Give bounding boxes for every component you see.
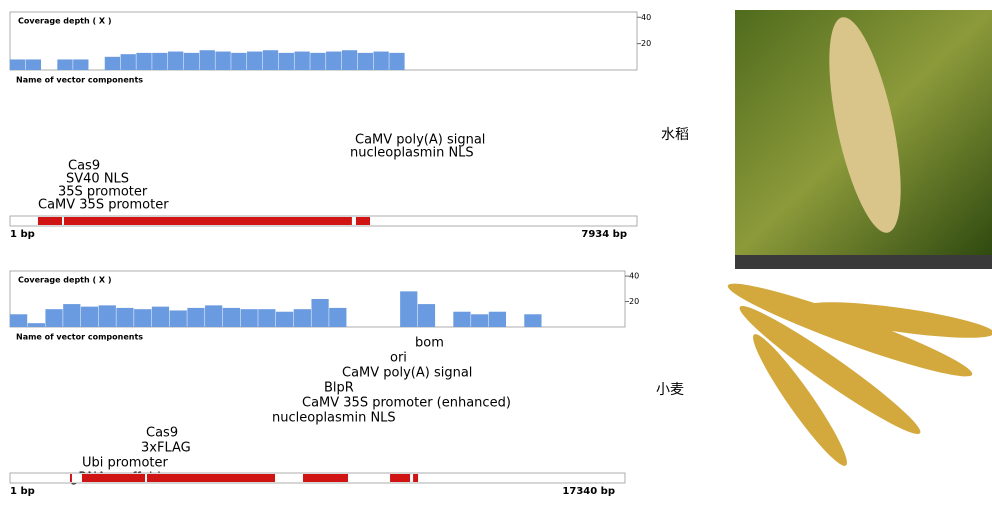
coverage-bar bbox=[247, 51, 263, 70]
map-segment bbox=[37, 217, 63, 225]
map-segment bbox=[390, 474, 411, 482]
component-label: Cas9 bbox=[146, 426, 178, 441]
component-label: CaMV poly(A) signal bbox=[355, 133, 485, 148]
y-tick-label: 40 bbox=[641, 13, 651, 22]
component-label: 35S promoter bbox=[58, 185, 148, 200]
map-end-label: 7934 bp bbox=[581, 229, 627, 240]
coverage-bar bbox=[45, 309, 63, 327]
coverage-bar bbox=[25, 59, 42, 70]
coverage-bar bbox=[187, 307, 205, 327]
coverage-title: Coverage depth ( X ) bbox=[18, 276, 112, 285]
map-start-label: 1 bp bbox=[10, 229, 35, 240]
coverage-bar bbox=[73, 59, 89, 70]
coverage-bar bbox=[167, 51, 184, 70]
coverage-bar bbox=[231, 52, 247, 70]
coverage-bar bbox=[488, 311, 507, 327]
coverage-bar bbox=[57, 59, 73, 70]
coverage-bar bbox=[258, 309, 276, 327]
component-label: bom bbox=[415, 336, 444, 351]
coverage-bar bbox=[205, 305, 223, 327]
component-label: ori bbox=[390, 351, 407, 366]
coverage-bar bbox=[311, 299, 329, 327]
coverage-bar bbox=[27, 323, 45, 327]
coverage-bar bbox=[183, 52, 200, 70]
coverage-bar bbox=[63, 304, 81, 327]
component-label: nucleoplasmin NLS bbox=[272, 411, 396, 426]
coverage-bar bbox=[120, 54, 136, 70]
coverage-bar bbox=[136, 52, 152, 70]
coverage-bar bbox=[9, 59, 26, 70]
map-segment bbox=[63, 217, 352, 225]
coverage-bar bbox=[151, 306, 170, 327]
coverage-bar bbox=[341, 50, 358, 70]
y-tick-label: 20 bbox=[641, 39, 651, 48]
y-tick-label: 20 bbox=[629, 297, 639, 306]
component-label: 3xFLAG bbox=[141, 441, 191, 456]
component-label: Ubi promoter bbox=[82, 456, 168, 471]
coverage-bar bbox=[471, 314, 489, 327]
component-label: Cas9 bbox=[68, 159, 100, 174]
map-segment bbox=[413, 474, 419, 482]
component-label: BlpR bbox=[324, 381, 354, 396]
coverage-bar bbox=[453, 311, 471, 327]
component-label: CaMV 35S promoter (enhanced) bbox=[302, 396, 511, 411]
coverage-bar bbox=[104, 56, 121, 70]
coverage-bar bbox=[240, 309, 258, 327]
coverage-bar bbox=[373, 51, 389, 70]
divider bbox=[735, 255, 992, 269]
map-start-label: 1 bp bbox=[10, 486, 35, 497]
coverage-bar bbox=[329, 307, 347, 327]
map-segment bbox=[81, 474, 146, 482]
crop-name: 小麦 bbox=[656, 382, 684, 398]
coverage-bar bbox=[222, 307, 241, 327]
coverage-bar bbox=[389, 52, 405, 70]
component-label: SV40 NLS bbox=[66, 172, 129, 187]
wheat-ears bbox=[727, 283, 992, 466]
rice-panicle bbox=[829, 17, 901, 233]
coverage-bar bbox=[278, 52, 294, 70]
coverage-bar bbox=[275, 311, 294, 327]
map-title: Name of vector components bbox=[16, 76, 143, 85]
coverage-bar bbox=[134, 309, 152, 327]
y-tick-label: 40 bbox=[629, 272, 639, 281]
map-segment bbox=[147, 474, 276, 482]
coverage-bar bbox=[326, 51, 342, 70]
map-segment bbox=[355, 217, 371, 225]
coverage-bar bbox=[169, 310, 187, 327]
coverage-bar bbox=[116, 307, 134, 327]
coverage-bar bbox=[400, 291, 418, 327]
component-label: nucleoplasmin NLS bbox=[350, 146, 474, 161]
map-end-label: 17340 bp bbox=[562, 486, 615, 497]
coverage-bar bbox=[293, 309, 311, 327]
coverage-bar bbox=[294, 51, 310, 70]
coverage-bar bbox=[98, 305, 116, 327]
coverage-bar bbox=[524, 314, 542, 327]
coverage-bar bbox=[417, 304, 436, 327]
map-segment bbox=[69, 474, 72, 482]
component-label: CaMV 35S promoter bbox=[38, 198, 169, 213]
coverage-bar bbox=[215, 51, 231, 70]
map-segment bbox=[303, 474, 349, 482]
component-label: CaMV poly(A) signal bbox=[342, 366, 472, 381]
coverage-bar bbox=[357, 52, 373, 70]
coverage-bar bbox=[80, 306, 99, 327]
coverage-bar bbox=[152, 52, 168, 70]
crop-name: 水稻 bbox=[661, 127, 689, 143]
coverage-bar bbox=[9, 314, 28, 327]
coverage-bar bbox=[262, 50, 279, 70]
map-title: Name of vector components bbox=[16, 333, 143, 342]
coverage-title: Coverage depth ( X ) bbox=[18, 17, 112, 26]
coverage-bar bbox=[199, 50, 215, 70]
coverage-bar bbox=[310, 52, 326, 70]
